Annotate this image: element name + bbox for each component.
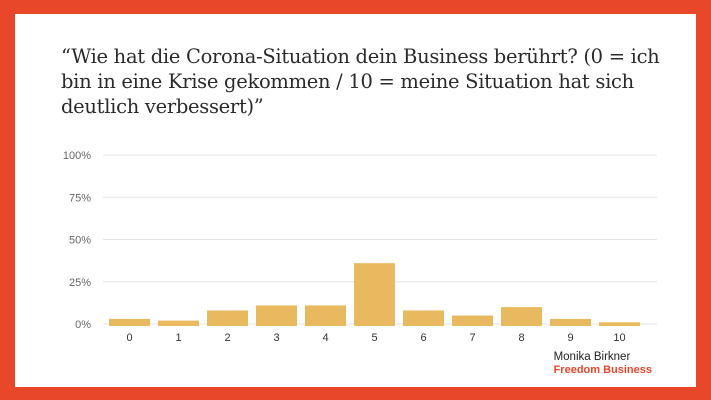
brand-name: Monika Birkner: [553, 351, 631, 363]
y-tick-label: 75%: [69, 192, 91, 204]
bar-7: [452, 315, 493, 326]
bar-5: [354, 263, 395, 326]
x-tick-label: 0: [126, 332, 132, 344]
chart-title: “Wie hat die Corona-Situation dein Busin…: [61, 45, 660, 118]
bar-0: [109, 318, 150, 326]
brand-logo: Monika Birkner Freedom Business: [554, 350, 652, 377]
bar-10: [599, 322, 640, 326]
x-tick-label: 4: [322, 332, 328, 344]
x-tick-label: 3: [273, 332, 279, 344]
bar-6: [403, 310, 444, 326]
x-tick-label: 9: [567, 332, 573, 344]
y-tick-label: 100%: [63, 150, 91, 162]
y-tick-label: 0%: [75, 319, 91, 331]
x-tick-label: 10: [613, 332, 625, 344]
x-tick-label: 6: [420, 332, 426, 344]
x-tick-label: 5: [371, 332, 377, 344]
bar-8: [501, 307, 542, 326]
x-tick-label: 7: [469, 332, 475, 344]
y-tick-label: 50%: [69, 235, 91, 247]
x-tick-label: 1: [175, 332, 181, 344]
y-tick-label: 25%: [69, 277, 91, 289]
bar-9: [550, 318, 591, 326]
bar-3: [256, 305, 297, 326]
x-tick-label: 2: [224, 332, 230, 344]
bar-chart: 0% 25% 50% 75% 100% 0 1 2 3 4 5 6 7 8 9 10: [63, 150, 657, 344]
bar-4: [305, 305, 346, 326]
brand-subtitle: Freedom Business: [553, 364, 652, 376]
slide: “Wie hat die Corona-Situation dein Busin…: [15, 14, 696, 387]
bar-1: [158, 320, 199, 326]
x-tick-label: 8: [518, 332, 524, 344]
bar-2: [207, 310, 248, 326]
